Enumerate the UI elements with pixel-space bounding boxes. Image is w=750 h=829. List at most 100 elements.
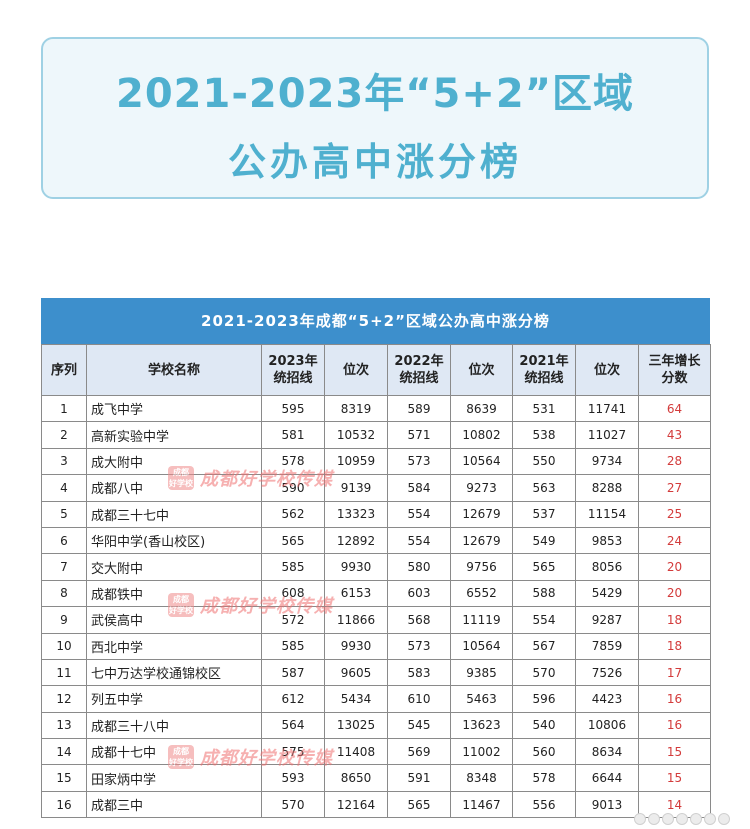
cell-2022-cutoff: 571 xyxy=(387,421,451,449)
cell-2021-rank: 9734 xyxy=(575,447,639,476)
watermark-logo: 成都 好学校 xyxy=(168,466,194,490)
title-banner: 2021-2023年“5+2”区域 公办高中涨分榜 xyxy=(41,37,709,199)
cell-2023-rank: 10959 xyxy=(324,447,388,476)
cell-school-name: 成飞中学 xyxy=(86,394,262,423)
table-row: 5 成都三十七中 562 13323 554 12679 537 11154 25 xyxy=(41,500,711,528)
cell-2022-cutoff: 545 xyxy=(387,711,451,740)
cell-school-name: 高新实验中学 xyxy=(86,421,262,449)
cell-index: 1 xyxy=(41,394,87,423)
cell-2021-cutoff: 556 xyxy=(512,790,576,819)
cell-2021-rank: 11027 xyxy=(575,421,639,449)
cell-2021-cutoff: 549 xyxy=(512,526,576,555)
cell-2022-rank: 13623 xyxy=(450,711,513,740)
cell-2021-cutoff: 531 xyxy=(512,394,576,423)
cell-growth: 27 xyxy=(638,474,711,502)
header-2021-cutoff: 2021年 统招线 xyxy=(512,344,576,396)
cell-2023-rank: 5434 xyxy=(324,685,388,713)
cell-2023-rank: 9139 xyxy=(324,474,388,502)
cell-2023-cutoff: 585 xyxy=(261,553,325,581)
cell-2022-cutoff: 554 xyxy=(387,500,451,528)
cell-2021-cutoff: 540 xyxy=(512,711,576,740)
header-school-name: 学校名称 xyxy=(86,344,262,396)
cell-2023-rank: 8650 xyxy=(324,764,388,792)
cell-2023-cutoff: 578 xyxy=(261,447,325,476)
cell-school-name: 成都三十七中 xyxy=(86,500,262,528)
cell-2021-rank: 11154 xyxy=(575,500,639,528)
watermark-text: 成都好学校传媒 xyxy=(200,596,333,617)
page-dot xyxy=(718,813,730,825)
cell-2023-cutoff: 572 xyxy=(261,606,325,634)
cell-school-name: 交大附中 xyxy=(86,553,262,581)
cell-index: 11 xyxy=(41,658,87,687)
cell-index: 15 xyxy=(41,764,87,792)
cell-2023-cutoff: 595 xyxy=(261,394,325,423)
table-row: 13 成都三十八中 564 13025 545 13623 540 10806 16 xyxy=(41,711,711,740)
header-2021-rank: 位次 xyxy=(575,344,639,396)
cell-growth: 25 xyxy=(638,500,711,528)
cell-2023-rank: 9930 xyxy=(324,632,388,660)
cell-school-name: 武侯高中 xyxy=(86,606,262,634)
cell-2023-rank: 6153 xyxy=(324,579,388,608)
header-2023-rank: 位次 xyxy=(324,344,388,396)
cell-2023-rank: 10532 xyxy=(324,421,388,449)
cell-2022-rank: 6552 xyxy=(450,579,513,608)
cell-school-name: 西北中学 xyxy=(86,632,262,660)
cell-2021-rank: 9013 xyxy=(575,790,639,819)
cell-index: 12 xyxy=(41,685,87,713)
cell-2021-rank: 11741 xyxy=(575,394,639,423)
table-row: 12 列五中学 612 5434 610 5463 596 4423 16 xyxy=(41,685,711,713)
table-row: 7 交大附中 585 9930 580 9756 565 8056 20 xyxy=(41,553,711,581)
cell-2021-cutoff: 567 xyxy=(512,632,576,660)
cell-2022-cutoff: 573 xyxy=(387,447,451,476)
cell-2022-cutoff: 580 xyxy=(387,553,451,581)
cell-2022-rank: 9385 xyxy=(450,658,513,687)
watermark: 成都 好学校 成都好学校传媒 xyxy=(168,465,333,491)
banner-title-line1: 2021-2023年“5+2”区域 xyxy=(115,71,634,117)
cell-2023-rank: 13323 xyxy=(324,500,388,528)
cell-index: 8 xyxy=(41,579,87,608)
cell-2023-rank: 11408 xyxy=(324,738,388,766)
cell-index: 2 xyxy=(41,421,87,449)
cell-2021-rank: 8288 xyxy=(575,474,639,502)
page-dot xyxy=(690,813,702,825)
cell-2022-rank: 8639 xyxy=(450,394,513,423)
ranking-table: 序列 学校名称 2023年 统招线 位次 2022年 统招线 位次 2021年 统招线 位次三… xyxy=(41,344,711,819)
header-growth: 三年增长 分数 xyxy=(638,344,711,396)
cell-2023-cutoff: 587 xyxy=(261,658,325,687)
cell-2023-rank: 9605 xyxy=(324,658,388,687)
cell-growth: 17 xyxy=(638,658,711,687)
cell-2022-rank: 12679 xyxy=(450,526,513,555)
cell-2022-cutoff: 584 xyxy=(387,474,451,502)
table-row: 14 成都十七中 575 11408 569 11002 560 8634 15 xyxy=(41,738,711,766)
cell-growth: 15 xyxy=(638,738,711,766)
cell-2023-cutoff: 585 xyxy=(261,632,325,660)
cell-growth: 28 xyxy=(638,447,711,476)
cell-2021-rank: 9287 xyxy=(575,606,639,634)
cell-2022-cutoff: 573 xyxy=(387,632,451,660)
table-body: 1 成飞中学 595 8319 589 8639 531 11741 64 2 高新实验中学 581 1… xyxy=(41,394,711,819)
cell-2021-cutoff: 537 xyxy=(512,500,576,528)
cell-2021-rank: 4423 xyxy=(575,685,639,713)
cell-index: 16 xyxy=(41,790,87,819)
cell-2021-cutoff: 565 xyxy=(512,553,576,581)
cell-growth: 14 xyxy=(638,790,711,819)
page-dot xyxy=(662,813,674,825)
cell-index: 10 xyxy=(41,632,87,660)
cell-2023-cutoff: 570 xyxy=(261,790,325,819)
page-dot xyxy=(634,813,646,825)
cell-index: 3 xyxy=(41,447,87,476)
ranking-table-container: 2021-2023年成都“5+2”区域公办高中涨分榜 序列 学校名称 2023年 统… xyxy=(41,298,711,819)
page-dot xyxy=(676,813,688,825)
cell-2021-rank: 10806 xyxy=(575,711,639,740)
page-dot xyxy=(648,813,660,825)
cell-school-name: 成都三十八中 xyxy=(86,711,262,740)
cell-2021-cutoff: 550 xyxy=(512,447,576,476)
cell-growth: 16 xyxy=(638,711,711,740)
cell-index: 4 xyxy=(41,474,87,502)
cell-school-name: 七中万达学校通锦校区 xyxy=(86,658,262,687)
table-row: 10 西北中学 585 9930 573 10564 567 7859 18 xyxy=(41,632,711,660)
cell-2021-cutoff: 560 xyxy=(512,738,576,766)
watermark-logo: 成都 好学校 xyxy=(168,745,194,769)
page-indicator-dots xyxy=(634,813,730,825)
cell-2022-cutoff: 603 xyxy=(387,579,451,608)
